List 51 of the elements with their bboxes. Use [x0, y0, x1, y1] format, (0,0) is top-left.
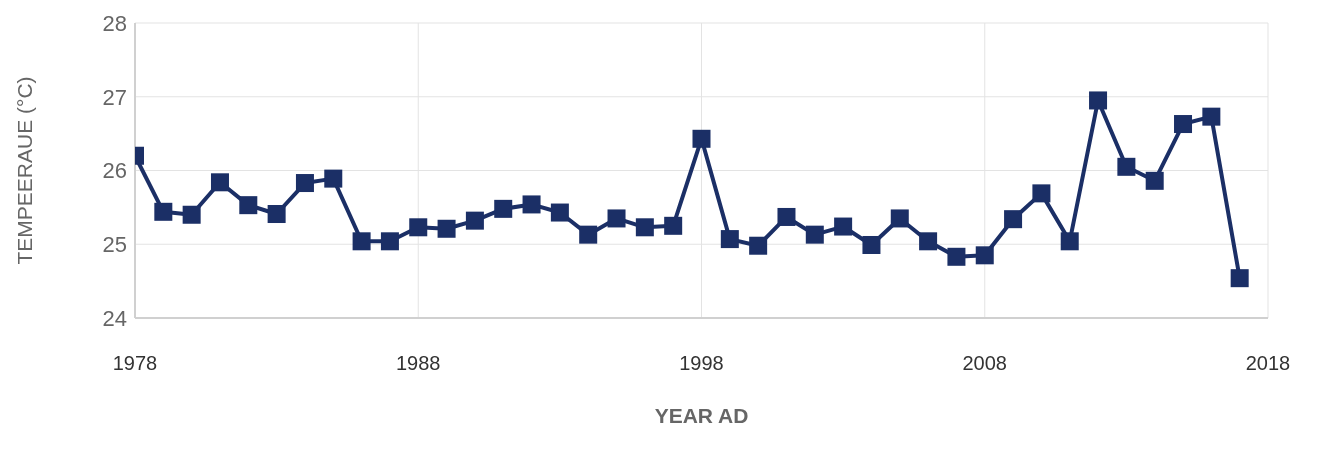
- point: [267, 205, 286, 224]
- x-tick-label: 1978: [112, 352, 158, 375]
- point: [182, 205, 201, 224]
- y-tick-label: 28: [102, 10, 127, 36]
- point: [777, 207, 796, 226]
- x-tick-label: 1998: [679, 352, 724, 375]
- point: [380, 232, 399, 251]
- point: [494, 199, 513, 218]
- y-tick-label: 24: [102, 305, 127, 331]
- point: [1174, 115, 1193, 134]
- y-tick-label: 25: [102, 232, 127, 258]
- point: [805, 225, 824, 244]
- x-tick-label: 2018: [1245, 352, 1291, 375]
- point: [1202, 107, 1221, 126]
- point: [154, 202, 173, 221]
- point: [239, 196, 258, 215]
- point: [579, 225, 598, 244]
- point: [692, 129, 711, 148]
- y-tick-label: 26: [102, 158, 127, 184]
- point: [1060, 232, 1079, 251]
- point: [862, 235, 881, 254]
- point: [210, 173, 229, 192]
- point: [635, 218, 654, 237]
- x-tick-label: 1988: [396, 352, 441, 375]
- point: [437, 219, 456, 238]
- point: [1089, 91, 1108, 110]
- point: [1230, 269, 1249, 288]
- x-axis-title: YEAR AD: [654, 404, 749, 427]
- point: [947, 247, 966, 266]
- point: [295, 174, 314, 193]
- point: [919, 232, 938, 251]
- point: [409, 218, 428, 237]
- point: [749, 236, 768, 255]
- point: [834, 217, 853, 236]
- point: [465, 211, 484, 230]
- x-tick-label: 2008: [962, 352, 1007, 375]
- point: [1117, 157, 1136, 176]
- point: [352, 232, 371, 251]
- point: [522, 195, 541, 214]
- y-tick-label: 27: [102, 84, 127, 110]
- point: [1145, 171, 1164, 190]
- point: [890, 209, 909, 228]
- point: [1004, 210, 1023, 229]
- point: [975, 246, 994, 265]
- point: [550, 203, 569, 222]
- point: [720, 230, 739, 249]
- point: [607, 209, 626, 228]
- point: [1032, 184, 1051, 203]
- point: [324, 169, 343, 188]
- y-axis-title: TEMPEERAUE (°C): [13, 76, 37, 265]
- point: [664, 216, 683, 235]
